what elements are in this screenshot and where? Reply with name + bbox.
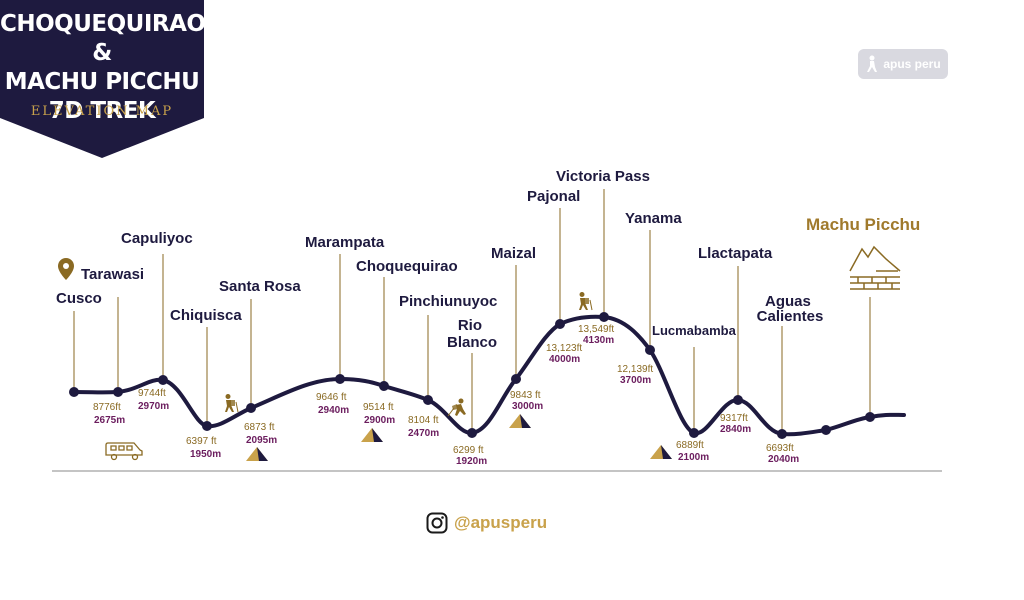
elevation-ft: 13,549ft (578, 324, 614, 335)
waypoint (69, 387, 79, 397)
elevation-ft: 6299 ft (453, 445, 484, 456)
elevation-m: 2470m (408, 428, 439, 439)
waypoint (821, 425, 831, 435)
elevation-m: 2840m (720, 424, 751, 435)
badge-shape (0, 0, 204, 158)
place-label: Marampata (305, 234, 385, 251)
logo-text: apus peru (883, 57, 941, 71)
place-label: Tarawasi (81, 266, 144, 283)
place-label: Capuliyoc (121, 230, 193, 247)
place-label-line: Rio (458, 317, 482, 334)
waypoint (467, 428, 477, 438)
social-handle[interactable]: @apusperu (454, 513, 548, 532)
place-label-line: Blanco (447, 334, 497, 351)
waypoint (379, 381, 389, 391)
place-label: Choquequirao (356, 258, 458, 275)
place-label: Rio Blanco (447, 317, 497, 351)
waypoints (69, 312, 875, 439)
elevation-ft: 8104 ft (408, 415, 439, 426)
guide-lines (73, 189, 871, 434)
elevation-m: 2095m (246, 435, 277, 446)
elevation-ft: 8776ft (93, 402, 121, 413)
badge-subtitle: ELEVATION MAP (30, 104, 174, 119)
elevation-ft: 9744ft (138, 388, 166, 399)
waypoint (555, 319, 565, 329)
waypoint (423, 395, 433, 405)
elevation-ft: 9843 ft (510, 390, 541, 401)
place-label: Chiquisca (170, 307, 242, 324)
elevation-labels: 8776ft 2675m 9744ft 2970m 6397 ft 1950m … (93, 324, 799, 467)
title-badge: CHOQUEQUIRAO & MACHU PICCHU 7D TREK ELEV… (0, 0, 206, 158)
place-label: Cusco (56, 290, 102, 307)
badge-title-line: CHOQUEQUIRAO & (0, 11, 206, 66)
machu-picchu-ruins-icon (849, 245, 901, 290)
elevation-m: 2900m (364, 415, 395, 426)
elevation-ft: 6397 ft (186, 436, 217, 447)
brand-logo: apus peru (858, 49, 948, 79)
waypoint (689, 428, 699, 438)
van-icon (105, 442, 143, 461)
hiker-icon (225, 394, 239, 413)
tent-icon (361, 428, 383, 442)
waypoint (511, 374, 521, 384)
badge-title-line: 7D TREK (48, 98, 156, 124)
place-label: Pajonal (527, 188, 580, 205)
elevation-ft: 9514 ft (363, 402, 394, 413)
instagram-icon (426, 512, 448, 534)
hiker-icon (579, 292, 593, 311)
waypoint (865, 412, 875, 422)
tent-icon (246, 447, 268, 461)
elevation-m: 4000m (549, 354, 580, 365)
waypoint (599, 312, 609, 322)
elevation-m: 3700m (620, 375, 651, 386)
place-label: Yanama (625, 210, 682, 227)
badge-title-line: MACHU PICCHU (4, 69, 200, 95)
waypoint (335, 374, 345, 384)
tent-icon (509, 414, 531, 428)
waypoint (202, 421, 212, 431)
elevation-m: 3000m (512, 401, 543, 412)
hiker-icon (447, 398, 466, 417)
tent-icon (650, 445, 672, 459)
waypoint (645, 345, 655, 355)
location-pin-icon (58, 258, 74, 280)
elevation-ft: 6873 ft (244, 422, 275, 433)
place-label: Lucmabamba (652, 323, 737, 338)
place-label: Victoria Pass (556, 168, 650, 185)
place-label: Llactapata (698, 245, 773, 262)
social-footer: @apusperu (426, 512, 547, 534)
waypoint (777, 429, 787, 439)
elevation-m: 1950m (190, 449, 221, 460)
elevation-ft: 6693ft (766, 443, 794, 454)
elevation-m: 4130m (583, 335, 614, 346)
place-label-highlight: Machu Picchu (806, 215, 920, 234)
elevation-ft: 13,123ft (546, 343, 582, 354)
waypoint (733, 395, 743, 405)
place-label: Pinchiunuyoc (399, 293, 497, 310)
place-label-line: Aguas (765, 293, 811, 310)
elevation-ft: 9646 ft (316, 392, 347, 403)
elevation-ft: 12,139ft (617, 364, 653, 375)
place-label: Maizal (491, 245, 536, 262)
place-label: Aguas Calientes (757, 293, 824, 325)
elevation-m: 2040m (768, 454, 799, 465)
elevation-m: 2970m (138, 401, 169, 412)
elevation-m: 1920m (456, 456, 487, 467)
elevation-ft: 6889ft (676, 440, 704, 451)
elevation-m: 2940m (318, 405, 349, 416)
waypoint (246, 403, 256, 413)
elevation-ft: 9317ft (720, 413, 748, 424)
waypoint (158, 375, 168, 385)
elevation-m: 2100m (678, 452, 709, 463)
place-label: Santa Rosa (219, 278, 301, 295)
hiker-logo-icon (867, 55, 878, 72)
waypoint (113, 387, 123, 397)
place-label-line: Calientes (757, 308, 824, 325)
elevation-m: 2675m (94, 415, 125, 426)
badge-title: CHOQUEQUIRAO & MACHU PICCHU 7D TREK (0, 10, 206, 126)
